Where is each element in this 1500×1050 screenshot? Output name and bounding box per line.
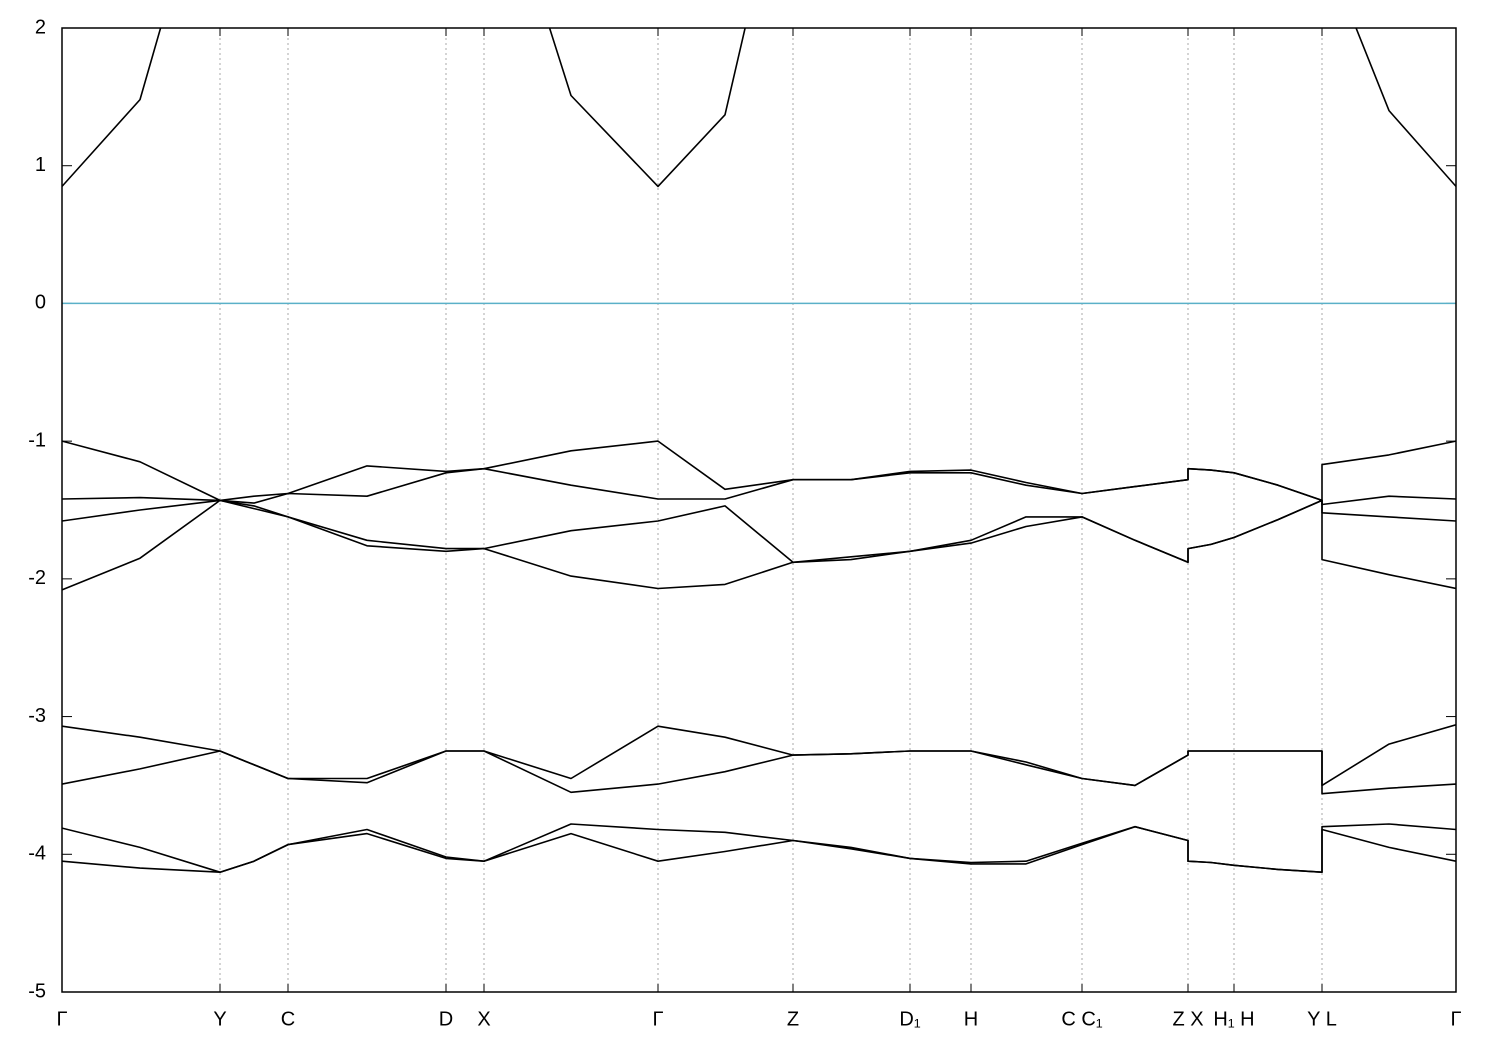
- band-line: [62, 750, 1456, 795]
- x-tick-label: Y: [213, 1008, 226, 1030]
- x-tick-label: Γ: [56, 1008, 67, 1030]
- band-line: [62, 499, 1456, 591]
- x-tick-label: C C₁: [1061, 1008, 1102, 1030]
- y-tick-label: 0: [35, 292, 46, 314]
- x-tick-label: Y L: [1307, 1008, 1337, 1030]
- band-line: [62, 724, 1456, 787]
- band-line: [62, 825, 1456, 873]
- x-tick-label: H: [964, 1008, 978, 1030]
- band-line: [62, 440, 1456, 502]
- plot-area: [62, 28, 1456, 873]
- band-line: [62, 499, 1456, 564]
- x-tick-label: Γ: [652, 1008, 663, 1030]
- x-tick-label: D: [439, 1008, 453, 1030]
- band-line: [62, 467, 1456, 506]
- y-tick-label: -3: [28, 705, 46, 727]
- x-tick-label: Z X: [1172, 1008, 1203, 1030]
- x-tick-label: C: [281, 1008, 295, 1030]
- y-tick-label: -2: [28, 567, 46, 589]
- y-tick-label: 2: [35, 16, 46, 38]
- y-tick-label: -5: [28, 980, 46, 1002]
- y-tick-label: -1: [28, 429, 46, 451]
- x-tick-label: Γ: [1450, 1008, 1461, 1030]
- plot-frame: [61, 27, 1457, 993]
- band-line: [62, 823, 1456, 873]
- x-tick-label: Z: [787, 1008, 799, 1030]
- y-tick-label: -4: [28, 843, 46, 865]
- band-line: [62, 28, 1456, 188]
- x-tick-label: D₁: [899, 1008, 920, 1030]
- y-tick-label: 1: [35, 154, 46, 176]
- x-tick-label: X: [477, 1008, 490, 1030]
- x-tick-label: H₁ H: [1213, 1008, 1254, 1030]
